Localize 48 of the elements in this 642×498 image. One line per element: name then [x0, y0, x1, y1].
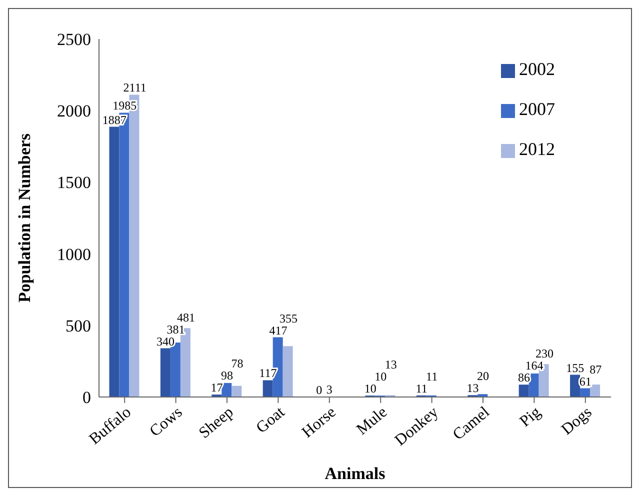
y-tick-label: 1500 — [57, 173, 91, 192]
data-label: 11 — [416, 381, 428, 396]
bar — [528, 374, 539, 397]
x-tick-label: Cows — [146, 404, 186, 440]
data-label: 381 — [166, 322, 185, 336]
bar — [282, 346, 293, 397]
y-tick-label: 500 — [66, 316, 91, 336]
bar — [160, 348, 170, 397]
data-label: 10 — [364, 382, 376, 396]
x-tick-label: Pig — [516, 404, 544, 430]
data-label: 87 — [590, 362, 602, 376]
data-label: 98 — [221, 368, 233, 383]
data-label: 481 — [177, 310, 196, 324]
legend-label: 2012 — [519, 139, 555, 159]
data-label: 355 — [279, 311, 298, 326]
data-label: 10 — [374, 370, 387, 384]
y-tick-label: 2500 — [57, 30, 91, 50]
data-label: 78 — [231, 356, 244, 371]
x-axis-title: Animals — [324, 464, 386, 483]
legend-label: 2002 — [519, 59, 555, 79]
data-label: 2111 — [123, 80, 146, 95]
data-label: 13 — [466, 381, 479, 396]
y-tick-label: 0 — [82, 388, 91, 408]
y-tick-label: 1000 — [57, 244, 91, 264]
bar — [262, 380, 273, 397]
bar — [518, 384, 529, 397]
x-tick-label: Dogs — [558, 404, 596, 438]
data-label: 3 — [326, 382, 332, 397]
data-label: 164 — [525, 358, 544, 373]
data-label: 0 — [316, 383, 322, 397]
data-label: 417 — [269, 323, 288, 338]
x-tick-label: Goat — [253, 403, 288, 437]
bar — [232, 386, 242, 397]
bar — [590, 384, 600, 397]
data-label: 1985 — [112, 98, 137, 113]
data-label: 340 — [156, 334, 175, 348]
data-label: 20 — [477, 369, 489, 384]
bar — [580, 388, 590, 397]
data-label: 13 — [384, 358, 397, 372]
y-axis-title: Population in Numbers — [15, 133, 34, 303]
bar — [109, 126, 120, 397]
data-label: 155 — [566, 360, 584, 375]
bar — [570, 374, 580, 397]
legend-label: 2007 — [519, 99, 555, 119]
data-label: 11 — [426, 369, 438, 384]
y-tick-label: 2000 — [57, 102, 91, 121]
data-label: 230 — [535, 346, 554, 361]
x-tick-label: Mule — [354, 404, 390, 438]
